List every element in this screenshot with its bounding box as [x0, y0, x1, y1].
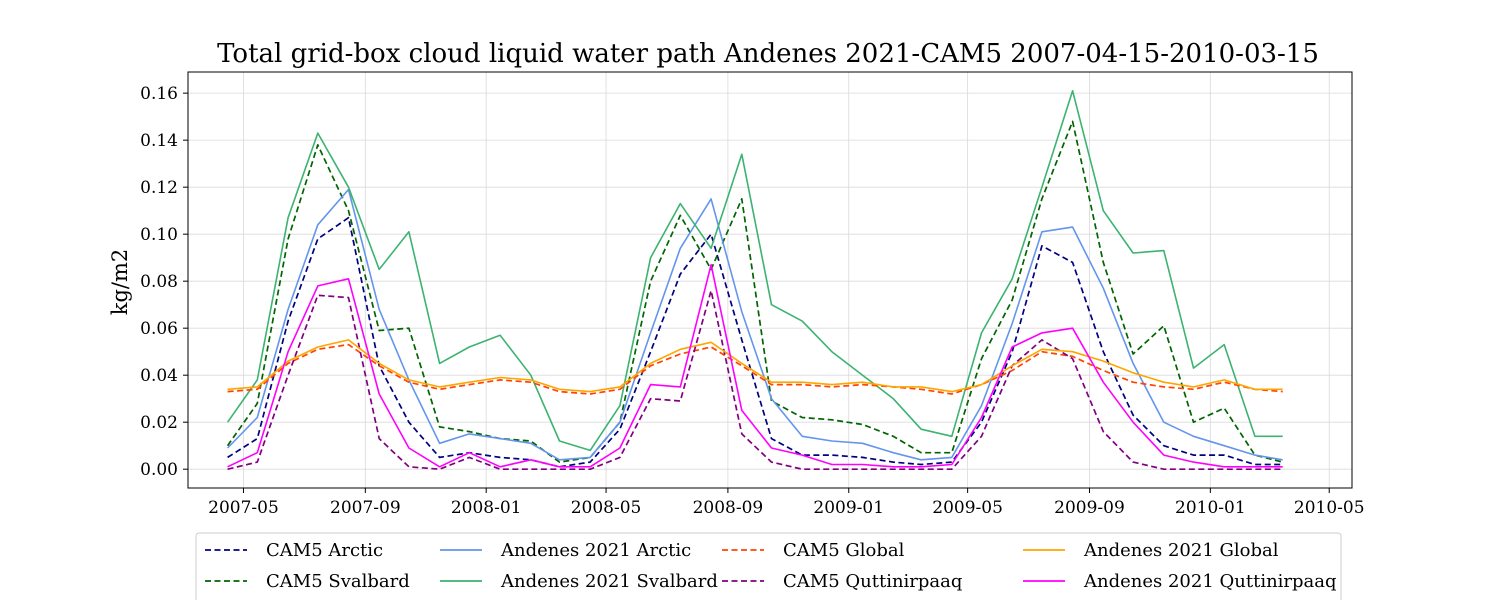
legend-label-andenes-2021-global: Andenes 2021 Global — [1083, 540, 1279, 561]
y-tick-label: 0.10 — [140, 225, 178, 245]
series-line-andenes-2021-svalbard — [226, 90, 1283, 452]
chart-title: Total grid-box cloud liquid water path A… — [217, 39, 1319, 69]
legend: CAM5 Arctic CAM5 Svalbard Andenes 2021 Arc… — [195, 532, 1342, 600]
y-tick-label: 0.00 — [140, 460, 178, 480]
x-tick-label: 2010-05 — [1294, 498, 1365, 518]
grid — [188, 72, 1352, 488]
x-tick-label: 2009-05 — [932, 498, 1003, 518]
y-tick-label: 0.16 — [140, 84, 178, 104]
series-line-cam5-global — [227, 343, 1283, 395]
legend-label-andenes-2021-svalbard: Andenes 2021 Svalbard — [500, 571, 718, 592]
x-tick-label: 2008-09 — [693, 498, 764, 518]
legend-label-cam5-global: CAM5 Global — [783, 540, 905, 561]
legend-label-andenes-2021-quttinirpaaq: Andenes 2021 Quttinirpaaq — [1083, 571, 1337, 592]
series-line-cam5-quttinirpaaq — [227, 289, 1283, 471]
x-tick-label: 2009-09 — [1054, 498, 1125, 518]
x-tick-label: 2010-01 — [1175, 498, 1246, 518]
series-line-andenes-2021-quttinirpaaq — [227, 263, 1283, 468]
y-tick-label: 0.02 — [140, 413, 178, 433]
legend-label-andenes-2021-arctic: Andenes 2021 Arctic — [500, 540, 691, 561]
legend-label-cam5-svalbard: CAM5 Svalbard — [266, 571, 410, 592]
x-tick-label: 2008-05 — [571, 498, 642, 518]
axis-ticks: 0.00 0.02 0.04 0.06 0.08 0.10 0.12 0.14 0.16 2007… — [140, 84, 1364, 518]
y-tick-label: 0.14 — [140, 131, 178, 151]
y-tick-label: 0.06 — [140, 319, 178, 339]
x-tick-label: 2007-09 — [330, 498, 401, 518]
y-tick-label: 0.08 — [140, 272, 178, 292]
legend-label-cam5-quttinirpaaq: CAM5 Quttinirpaaq — [783, 571, 962, 592]
legend-label-cam5-arctic: CAM5 Arctic — [266, 540, 383, 561]
series-lines — [226, 90, 1283, 471]
y-axis-label: kg/m2 — [108, 249, 132, 316]
y-tick-label: 0.12 — [140, 178, 178, 198]
series-line-andenes-2021-arctic — [227, 188, 1283, 461]
x-tick-label: 2007-05 — [208, 498, 279, 518]
x-tick-label: 2009-01 — [813, 498, 884, 518]
plot-frame — [187, 71, 1353, 489]
y-tick-label: 0.04 — [140, 366, 178, 386]
x-tick-label: 2008-01 — [451, 498, 522, 518]
series-line-andenes-2021-global — [227, 339, 1283, 393]
